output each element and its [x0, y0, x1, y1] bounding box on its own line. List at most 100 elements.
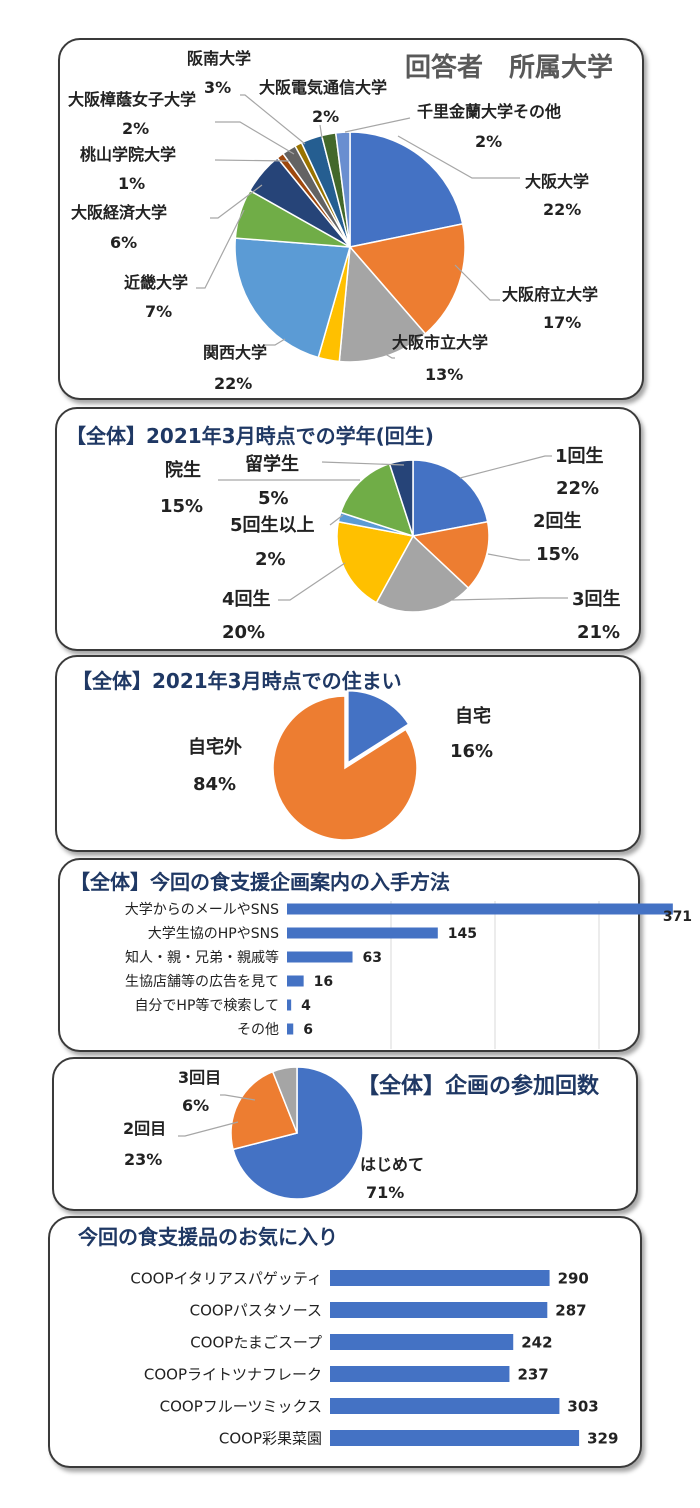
bar [287, 951, 353, 963]
chart-title: 【全体】2021年3月時点での学年(回生) [66, 424, 434, 448]
pct-hannan-univ: 3% [204, 78, 231, 97]
bar-series: COOPイタリアスパゲッティ 290 COOPパスタソース 287 COOPたまごスープ… [130, 1269, 618, 1447]
pct-osaka-city-univ: 13% [425, 365, 463, 384]
leader-lines [218, 455, 568, 601]
category-label: COOP彩果菜園 [219, 1429, 322, 1447]
label-senri-kinran-other: 千里金蘭大学その他 [417, 102, 561, 121]
label-grade-1: 1回生 [555, 445, 604, 467]
value-label: 371 [663, 909, 692, 925]
value-label: 63 [363, 950, 382, 966]
category-label: COOPライトツナフレーク [144, 1365, 322, 1383]
bar-series: 大学からのメールやSNS 371 大学生協のHPやSNS 145 知人・親・兄弟・親戚等… [125, 901, 692, 1049]
bar [287, 903, 673, 915]
chart-title: 【全体】企画の参加回数 [357, 1073, 600, 1099]
pct-osaka-univ: 22% [543, 200, 581, 219]
pct-grade-5plus: 2% [255, 549, 286, 570]
label-intl-student: 留学生 [245, 453, 299, 475]
pct-senri-kinran-other: 2% [475, 132, 502, 151]
chart-favorites: 今回の食支援品のお気に入り COOPイタリアスパゲッティ 290 COOPパスタソー… [78, 1225, 618, 1447]
label-grade-5plus: 5回生以上 [230, 514, 315, 536]
pie-slice [388, 459, 414, 537]
chart-residence: 【全体】2021年3月時点での住まい 自宅 16% 自宅外 84% [72, 669, 493, 841]
chart-title: 【全体】今回の食支援企画案内の入手方法 [70, 870, 450, 894]
pie-slice [348, 223, 466, 335]
label-graduate: 院生 [165, 459, 201, 481]
pct-osaka-electro-univ: 2% [312, 107, 339, 126]
pie-slices [336, 459, 490, 613]
label-grade-4: 4回生 [222, 588, 271, 610]
pct-momoyama-univ: 1% [118, 174, 145, 193]
value-label: 242 [521, 1333, 552, 1351]
label-kansai-univ: 関西大学 [203, 343, 267, 362]
bar [287, 1023, 294, 1035]
label-osaka-econ-univ: 大阪経済大学 [71, 203, 167, 222]
pct-home: 16% [450, 741, 493, 762]
chart-title: 【全体】2021年3月時点での住まい [72, 669, 402, 693]
label-momoyama-univ: 桃山学院大学 [80, 145, 176, 164]
value-label: 237 [517, 1365, 548, 1383]
pct-grade-1: 22% [556, 478, 599, 499]
label-osaka-univ: 大阪大学 [525, 172, 589, 191]
pie-slice [349, 131, 464, 248]
bar [330, 1270, 550, 1286]
label-hannan-univ: 阪南大学 [187, 49, 251, 68]
value-label: 6 [303, 1022, 313, 1038]
pct-away: 84% [193, 774, 236, 795]
chart-info-source: 【全体】今回の食支援企画案内の入手方法 大学からのメールやSNS 371 大学生協の… [70, 870, 692, 1049]
pct-kindai-univ: 7% [145, 302, 172, 321]
pct-kansai-univ: 22% [214, 374, 252, 393]
bar [330, 1398, 560, 1414]
category-label: COOPたまごスープ [190, 1333, 322, 1351]
label-second: 2回目 [123, 1119, 166, 1138]
bar [330, 1366, 510, 1382]
label-osaka-electro-univ: 大阪電気通信大学 [259, 78, 387, 97]
pie-slice [338, 245, 427, 363]
value-label: 4 [301, 998, 311, 1014]
label-kindai-univ: 近畿大学 [124, 273, 188, 292]
value-label: 329 [587, 1429, 618, 1447]
value-label: 287 [555, 1301, 586, 1319]
pie-slices [234, 131, 466, 363]
bar [330, 1430, 580, 1446]
category-label: COOPフルーツミックス [160, 1397, 322, 1415]
bar [287, 927, 438, 939]
pie-slice [232, 1066, 364, 1200]
pie-slice [336, 520, 415, 604]
pie-slice [375, 534, 470, 613]
bar [287, 999, 292, 1011]
bar [287, 975, 304, 987]
pie-slice [271, 1066, 298, 1134]
label-grade-2: 2回生 [533, 510, 582, 532]
pie-slice [272, 695, 418, 841]
chart-title: 今回の食支援品のお気に入り [78, 1225, 338, 1249]
leader-lines [178, 1094, 256, 1137]
chart-grade: 【全体】2021年3月時点での学年(回生) 1回生 22% 2回生 15% 3回… [66, 424, 621, 643]
pct-second: 23% [124, 1150, 162, 1169]
value-label: 16 [314, 974, 333, 990]
pie-slice [230, 1070, 299, 1151]
pie-slice [411, 520, 490, 590]
pie-slice [234, 237, 351, 359]
pie-slices [272, 689, 418, 841]
label-away: 自宅外 [188, 736, 242, 758]
pct-graduate: 15% [160, 496, 203, 517]
pct-first: 71% [366, 1183, 404, 1202]
pie-slice [334, 131, 351, 248]
pct-intl-student: 5% [258, 488, 289, 509]
label-osaka-city-univ: 大阪市立大学 [392, 333, 488, 352]
category-label: 大学生協のHPやSNS [148, 926, 279, 942]
category-label: その他 [237, 1022, 279, 1038]
category-label: 自分でHP等で検索して [134, 997, 279, 1014]
pct-shoin-univ: 2% [122, 119, 149, 138]
pie-slices [230, 1066, 364, 1200]
label-home: 自宅 [455, 705, 491, 727]
leader-lines [196, 94, 520, 359]
category-label: 知人・親・兄弟・親戚等 [125, 949, 279, 966]
category-label: COOPイタリアスパゲッティ [130, 1269, 322, 1287]
label-osaka-pref-univ: 大阪府立大学 [502, 285, 598, 304]
pct-osaka-econ-univ: 6% [110, 233, 137, 252]
label-shoin-univ: 大阪樟蔭女子大学 [68, 90, 196, 109]
category-label: 生協店舗等の広告を見て [125, 973, 279, 990]
bar [330, 1302, 548, 1318]
